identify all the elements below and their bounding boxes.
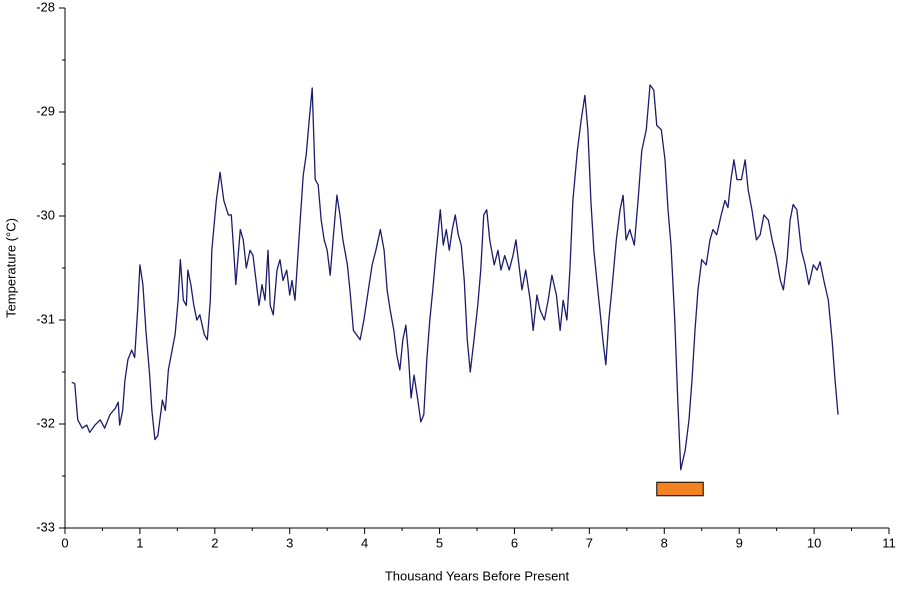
y-tick-label: -33 xyxy=(36,519,55,534)
temperature-line xyxy=(71,84,839,471)
x-tick-label: 8 xyxy=(661,535,668,550)
y-axis-label: Temperature (°C) xyxy=(3,218,18,318)
x-tick-label: 9 xyxy=(736,535,743,550)
x-tick-label: 2 xyxy=(211,535,218,550)
x-tick-label: 11 xyxy=(882,535,896,550)
x-tick-label: 0 xyxy=(61,535,68,550)
event-bar xyxy=(656,481,704,497)
x-axis-label: Thousand Years Before Present xyxy=(385,568,570,583)
x-tick-label: 6 xyxy=(511,535,518,550)
y-tick-label: -30 xyxy=(36,207,55,222)
y-tick-label: -28 xyxy=(36,0,55,14)
y-tick-label: -31 xyxy=(36,311,55,326)
x-tick-label: 4 xyxy=(361,535,368,550)
x-tick-label: 1 xyxy=(136,535,143,550)
x-tick-label: 5 xyxy=(436,535,443,550)
x-tick-label: 7 xyxy=(586,535,593,550)
y-tick-label: -32 xyxy=(36,415,55,430)
x-tick-label: 10 xyxy=(807,535,821,550)
y-tick-label: -29 xyxy=(36,103,55,118)
x-tick-label: 3 xyxy=(286,535,293,550)
